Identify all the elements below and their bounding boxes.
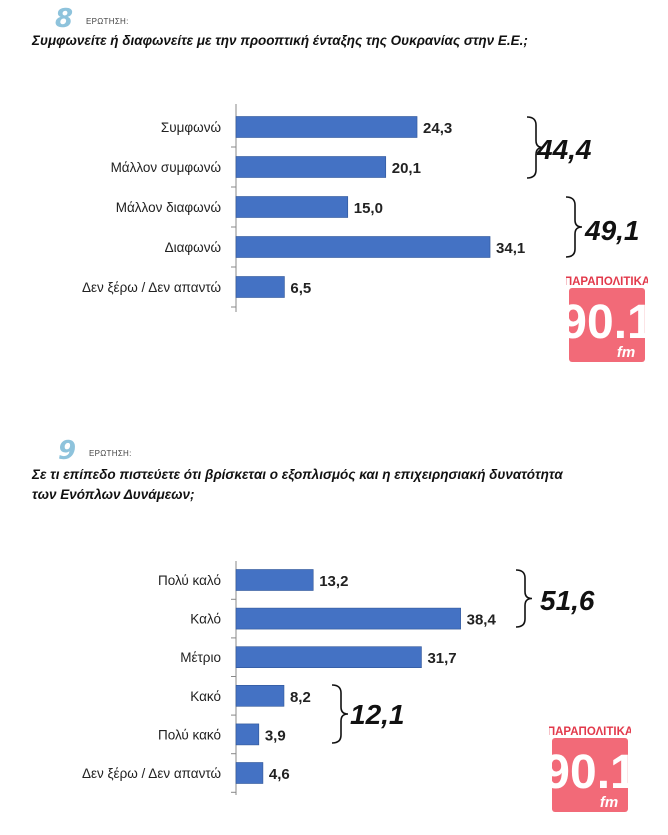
value-label: 24,3	[423, 120, 452, 137]
bar	[235, 196, 349, 218]
logo-badge	[569, 288, 645, 362]
bar	[235, 156, 387, 178]
bar	[235, 569, 314, 591]
category-label: Μέτριο	[180, 650, 221, 665]
bar	[235, 607, 461, 630]
logo-number: 90.1	[566, 296, 648, 349]
logo-suffix: fm	[617, 344, 635, 361]
question-number: 9	[58, 436, 77, 466]
group-brace	[526, 116, 544, 179]
group-brace	[515, 569, 533, 628]
category-label: Μάλλον διαφωνώ	[116, 200, 221, 215]
group-brace	[331, 684, 349, 744]
logo-brand-text: ΠΑΡΑΠΟΛΙΤΙΚΑ	[549, 726, 631, 738]
bar	[235, 116, 418, 138]
value-label: 3,9	[265, 727, 286, 744]
category-label: Δεν ξέρω / Δεν απαντώ	[82, 280, 221, 295]
bar	[235, 723, 260, 746]
category-label: Πολύ κακό	[158, 727, 221, 742]
station-logo: ΠΑΡΑΠΟΛΙΤΙΚΑ 90.1 fm	[566, 276, 648, 362]
logo-number: 90.1	[549, 746, 631, 799]
bar	[235, 236, 491, 258]
logo-suffix: fm	[600, 794, 618, 811]
value-label: 31,7	[427, 650, 456, 667]
value-label: 6,5	[290, 280, 311, 297]
question-text-line-1: Σε τι επίπεδο πιστεύετε ότι βρίσκεται ο …	[32, 467, 563, 482]
value-label: 4,6	[269, 766, 290, 783]
category-label: Μάλλον συμφωνώ	[111, 160, 221, 175]
chart-q8: Συμφωνώ 24,3 Μάλλον συμφωνώ 20,1 Μάλλον διαφ…	[82, 104, 640, 312]
value-label: 38,4	[467, 612, 497, 629]
question-text-line-2: των Ενόπλων Δυνάμεων;	[32, 487, 195, 502]
question-8: 8 ΕΡΩΤΗΣΗ: Συμφωνείτε ή διαφωνείτε με τη…	[0, 0, 668, 330]
category-label: Πολύ καλό	[158, 573, 221, 588]
question-number: 8	[55, 4, 74, 34]
logo-badge	[552, 738, 628, 812]
category-label: Καλό	[190, 612, 221, 627]
group-total: 12,1	[350, 699, 405, 730]
logo-brand-text: ΠΑΡΑΠΟΛΙΤΙΚΑ	[566, 276, 648, 288]
bar	[235, 684, 285, 707]
value-label: 15,0	[354, 200, 383, 217]
category-label: Δεν ξέρω / Δεν απαντώ	[82, 766, 221, 781]
group-total: 51,6	[540, 585, 595, 616]
value-label: 34,1	[496, 240, 525, 257]
group-brace	[565, 196, 583, 258]
question-label: ΕΡΩΤΗΣΗ:	[89, 449, 132, 458]
value-label: 8,2	[290, 689, 311, 706]
station-logo: ΠΑΡΑΠΟΛΙΤΙΚΑ 90.1 fm	[549, 726, 631, 812]
bar	[235, 646, 422, 669]
category-label: Διαφωνώ	[165, 240, 221, 255]
bar	[235, 762, 264, 784]
value-label: 13,2	[319, 573, 348, 590]
bar	[235, 276, 285, 298]
group-total: 49,1	[584, 215, 640, 246]
category-label: Συμφωνώ	[161, 120, 221, 135]
value-label: 20,1	[392, 160, 421, 177]
question-text: Συμφωνείτε ή διαφωνείτε με την προοπτική…	[32, 33, 528, 48]
question-label: ΕΡΩΤΗΣΗ:	[86, 17, 129, 26]
category-label: Κακό	[190, 689, 221, 704]
group-total: 44,4	[536, 134, 592, 165]
